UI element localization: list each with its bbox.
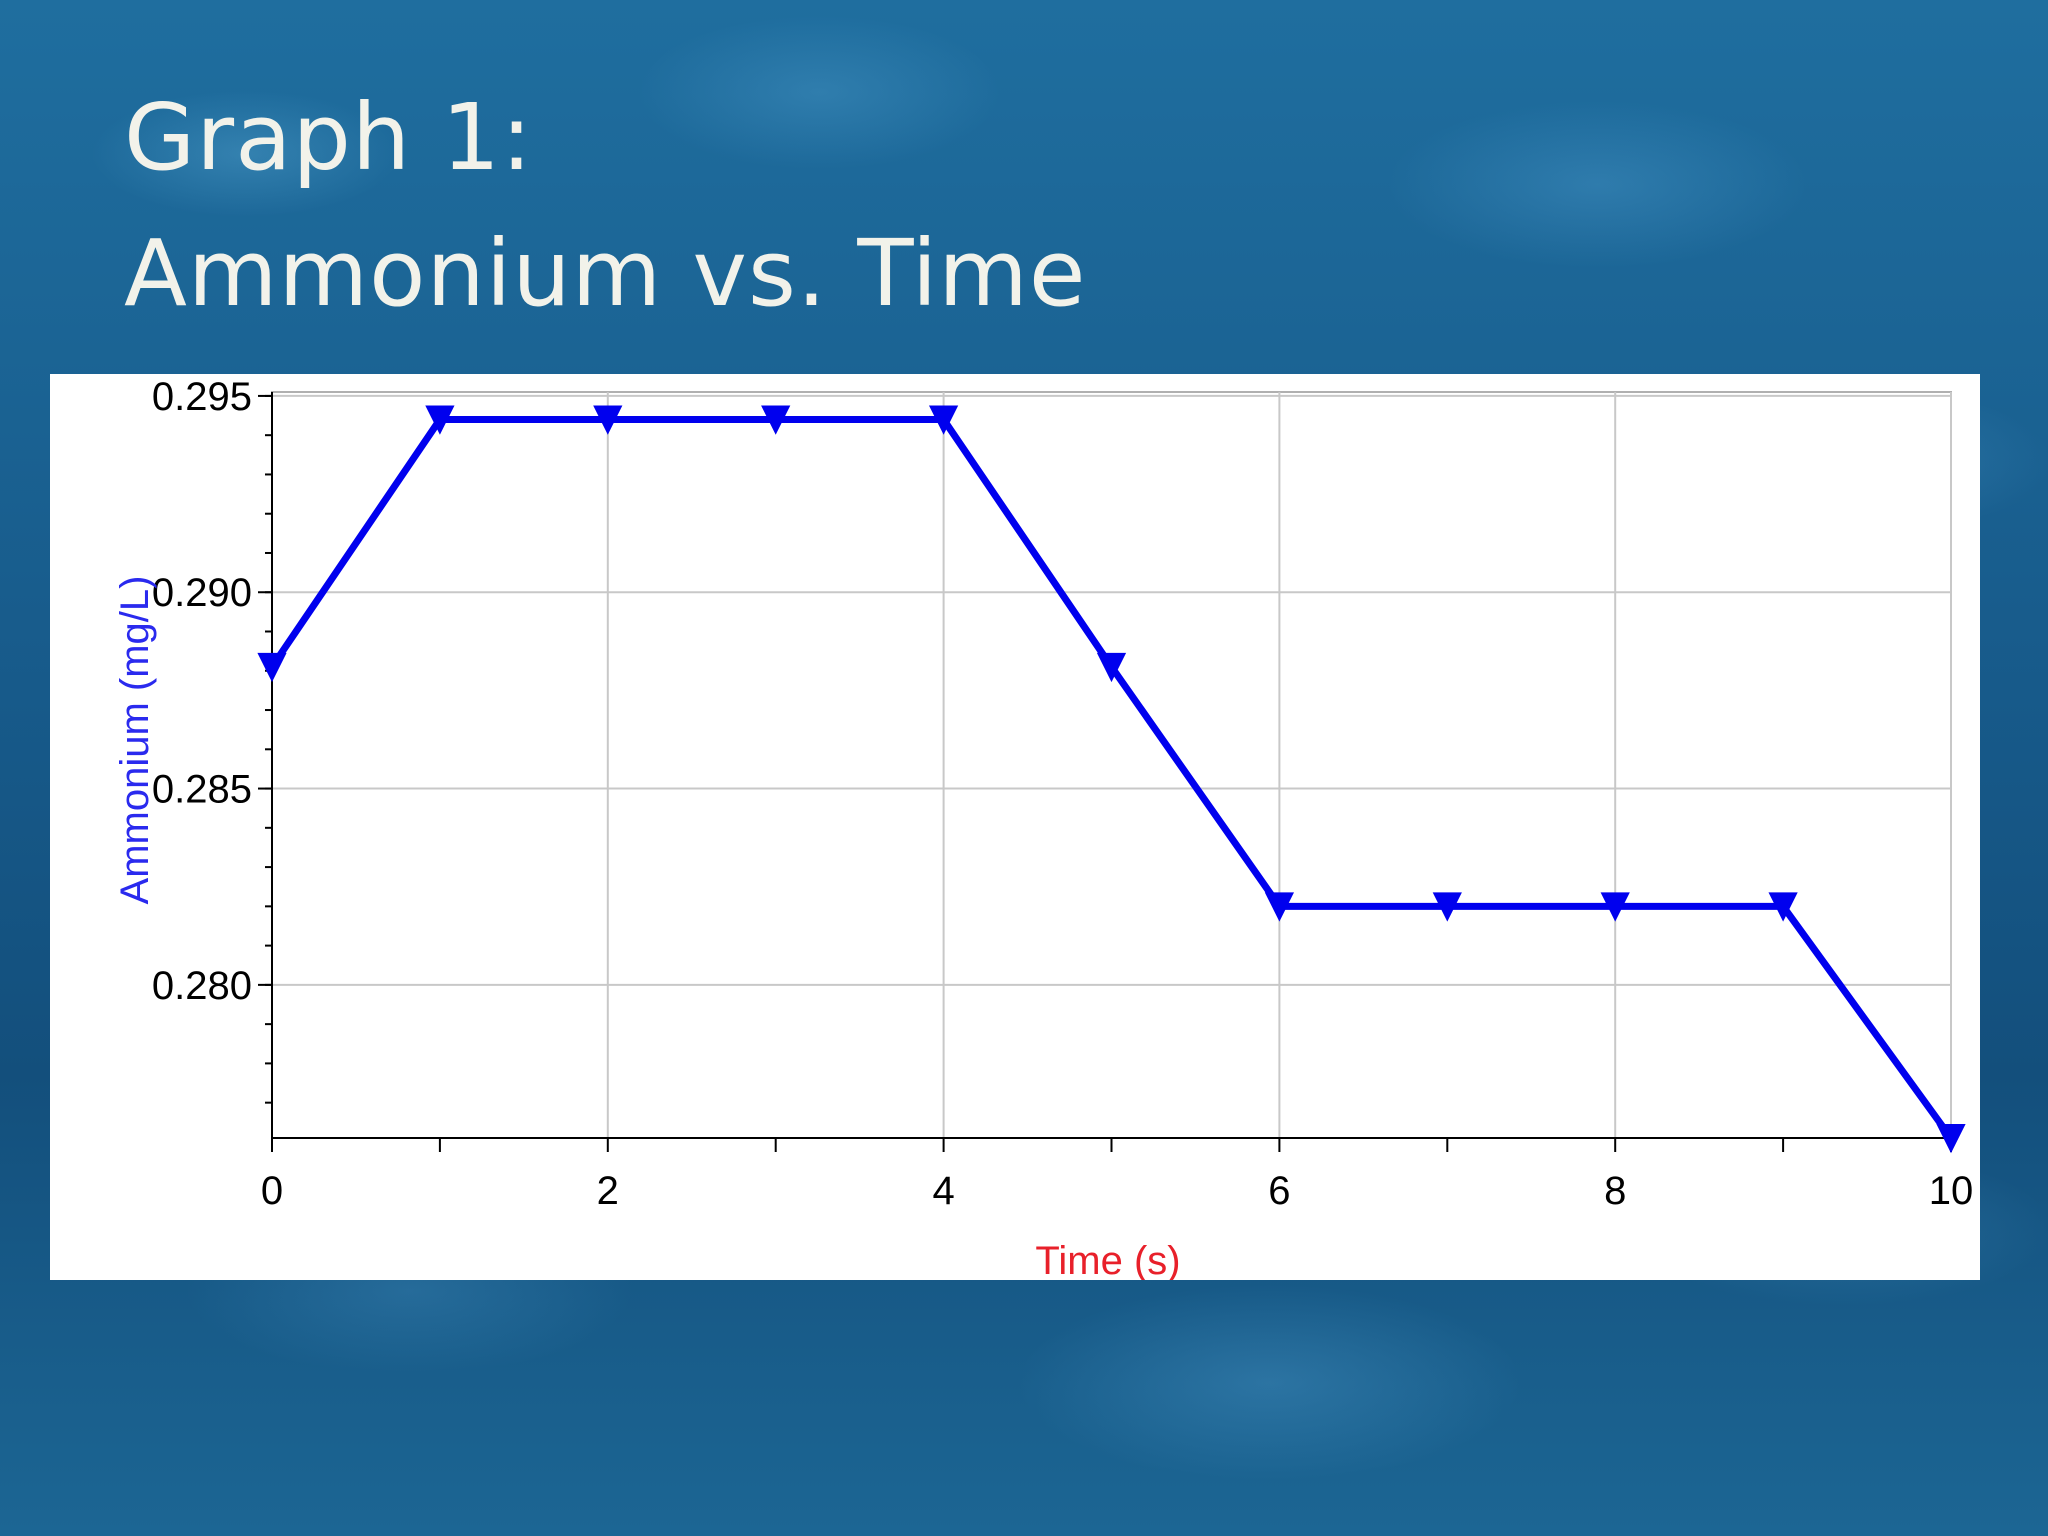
data-point-marker [1768,892,1798,922]
chart-panel: 0 2 4 6 8 10 0.280 0.285 0.290 0.295 Ammonium (mg… [50,374,1980,1280]
grid [271,391,1952,1139]
series [257,405,1966,1154]
x-tick-label: 8 [1604,1169,1626,1213]
data-point-marker [928,405,959,435]
data-point-marker [1264,892,1295,922]
slide-title-line-2: Ammonium vs. Time [124,220,1087,327]
data-point-marker [1600,892,1630,922]
series-line [269,415,1954,1141]
data-point-marker [1096,652,1127,683]
slide-title: Graph 1: Ammonium vs. Time [124,70,1087,342]
x-tick-label: 6 [1268,1169,1290,1213]
slide-title-line-1: Graph 1: [124,84,533,191]
ammonium-chart: 0 2 4 6 8 10 0.280 0.285 0.290 0.295 Ammonium (mg… [113,375,1973,1280]
x-tick-label: 10 [1929,1169,1974,1213]
data-point-marker [1432,892,1462,922]
axes: 0 2 4 6 8 10 0.280 0.285 0.290 0.295 [152,375,1973,1213]
x-tick-label: 2 [597,1169,619,1213]
y-tick-label: 0.280 [152,964,252,1008]
data-point-marker [425,405,455,435]
y-axis-label: Ammonium (mg/L) [113,576,157,905]
data-point-marker [761,405,791,435]
y-tick-label: 0.295 [152,375,252,419]
y-tick-label: 0.285 [152,768,252,812]
x-axis-label: Time (s) [1035,1239,1180,1280]
x-tick-label: 4 [932,1169,954,1213]
data-point-marker [1936,1124,1966,1154]
plot-frame [271,391,1952,1139]
x-tick-label: 0 [261,1169,283,1213]
y-tick-label: 0.290 [152,571,252,615]
data-point-marker [593,405,623,435]
data-point-marker [257,652,287,683]
